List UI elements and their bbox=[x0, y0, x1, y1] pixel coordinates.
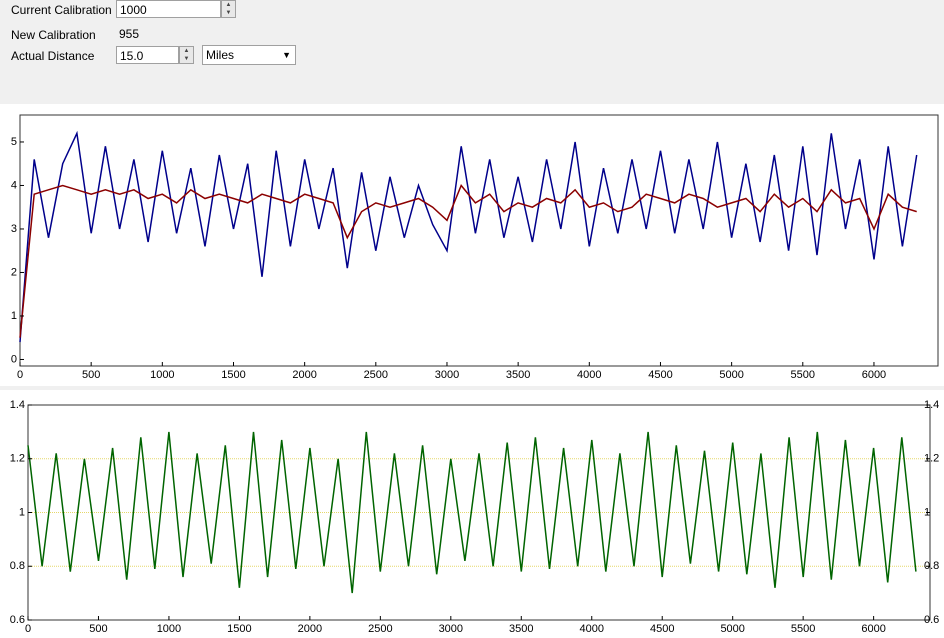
x-tick-label: 1000 bbox=[157, 623, 181, 635]
y-tick-label: 2 bbox=[11, 266, 17, 278]
x-tick-label: 4000 bbox=[580, 623, 604, 635]
x-tick-label: 4000 bbox=[577, 369, 601, 381]
y-tick-label: 5 bbox=[11, 136, 17, 148]
top-plot-area bbox=[20, 115, 938, 366]
x-tick-label: 1000 bbox=[150, 369, 174, 381]
y-tick-label: 1.4 bbox=[10, 399, 25, 411]
x-tick-label: 2500 bbox=[364, 369, 388, 381]
y2-tick-label: 1 bbox=[924, 506, 930, 518]
y2-tick-label: 1.2 bbox=[924, 453, 939, 465]
x-tick-label: 2500 bbox=[368, 623, 392, 635]
y2-tick-label: 0.8 bbox=[924, 560, 939, 572]
y-tick-label: 1.2 bbox=[10, 453, 25, 465]
y2-tick-label: 0.6 bbox=[924, 614, 939, 626]
y-tick-label: 1 bbox=[19, 506, 25, 518]
y-tick-label: 0.8 bbox=[10, 560, 25, 572]
y-tick-label: 1 bbox=[11, 310, 17, 322]
y-tick-label: 4 bbox=[11, 179, 17, 191]
x-tick-label: 6000 bbox=[861, 623, 885, 635]
x-tick-label: 0 bbox=[17, 369, 23, 381]
x-tick-label: 5000 bbox=[719, 369, 743, 381]
x-tick-label: 0 bbox=[25, 623, 31, 635]
x-tick-label: 4500 bbox=[648, 369, 672, 381]
y2-tick-label: 1.4 bbox=[924, 399, 939, 411]
x-tick-label: 4500 bbox=[650, 623, 674, 635]
y-tick-label: 0.6 bbox=[10, 614, 25, 626]
x-tick-label: 500 bbox=[82, 369, 100, 381]
x-tick-label: 500 bbox=[89, 623, 107, 635]
x-tick-label: 2000 bbox=[292, 369, 316, 381]
x-tick-label: 5500 bbox=[791, 623, 815, 635]
x-tick-label: 1500 bbox=[221, 369, 245, 381]
y-tick-label: 0 bbox=[11, 353, 17, 365]
x-tick-label: 2000 bbox=[298, 623, 322, 635]
x-tick-label: 5500 bbox=[791, 369, 815, 381]
y-tick-label: 3 bbox=[11, 223, 17, 235]
x-tick-label: 3500 bbox=[509, 623, 533, 635]
x-tick-label: 1500 bbox=[227, 623, 251, 635]
x-tick-label: 6000 bbox=[862, 369, 886, 381]
x-tick-label: 5000 bbox=[720, 623, 744, 635]
x-tick-label: 3000 bbox=[435, 369, 459, 381]
x-tick-label: 3500 bbox=[506, 369, 530, 381]
x-tick-label: 3000 bbox=[439, 623, 463, 635]
